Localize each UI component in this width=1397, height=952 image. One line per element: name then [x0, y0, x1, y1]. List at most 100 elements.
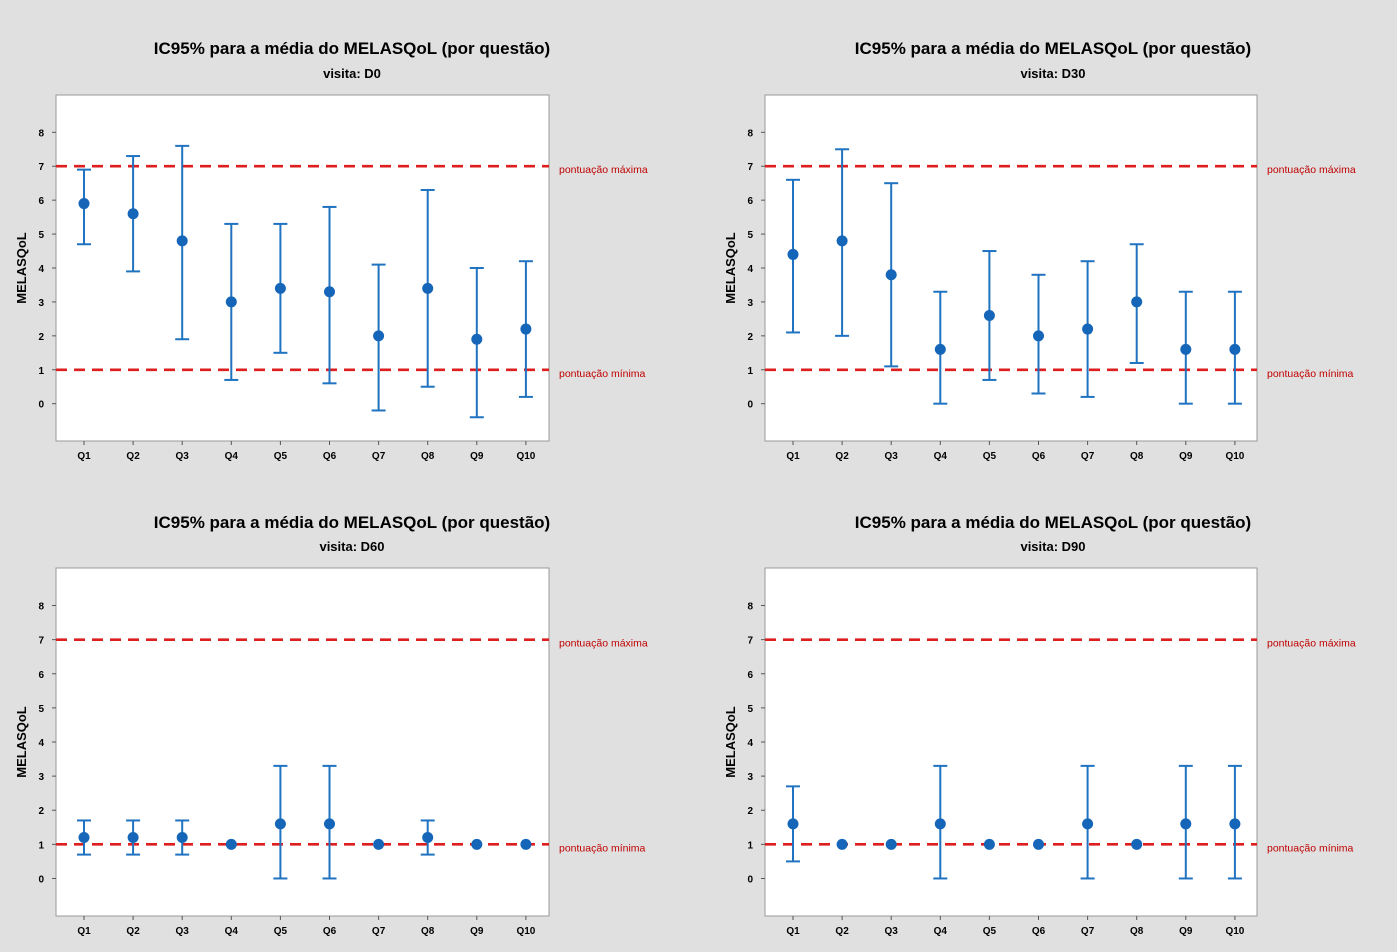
chart-title: IC95% para a média do MELASQoL (por ques…: [154, 513, 550, 532]
x-tick-label: Q4: [225, 926, 239, 937]
x-tick-label: Q3: [176, 926, 190, 937]
chart-subtitle: visita: D30: [1020, 66, 1085, 81]
x-tick-label: Q6: [323, 451, 337, 462]
y-tick-label: 2: [747, 806, 753, 817]
mean-point-Q4: [934, 343, 946, 355]
y-tick-label: 2: [747, 332, 753, 343]
y-tick-label: 3: [747, 298, 753, 309]
x-tick-label: Q4: [225, 451, 239, 462]
x-tick-label: Q7: [1081, 926, 1095, 937]
y-tick-label: 5: [38, 704, 44, 715]
mean-point-Q5: [274, 818, 286, 830]
reference-label-max: pontuação máxima: [1267, 164, 1356, 176]
x-tick-label: Q4: [934, 926, 948, 937]
reference-label-min: pontuação mínima: [1267, 368, 1354, 380]
x-tick-label: Q1: [77, 451, 91, 462]
y-tick-label: 8: [38, 602, 44, 613]
mean-point-Q7: [1082, 818, 1094, 830]
y-tick-label: 6: [38, 196, 44, 207]
mean-point-Q9: [471, 838, 483, 850]
x-tick-label: Q10: [1225, 451, 1244, 462]
y-tick-label: 7: [747, 162, 753, 173]
x-tick-label: Q5: [983, 451, 997, 462]
x-tick-label: Q8: [1130, 926, 1144, 937]
x-tick-label: Q10: [516, 926, 535, 937]
reference-label-max: pontuação máxima: [559, 164, 648, 176]
x-tick-label: Q9: [470, 451, 484, 462]
mean-point-Q7: [373, 838, 385, 850]
mean-point-Q10: [520, 323, 532, 335]
reference-label-min: pontuação mínima: [1267, 842, 1354, 854]
x-tick-label: Q3: [176, 451, 190, 462]
mean-point-Q8: [1131, 838, 1143, 850]
y-axis-label: MELASQoL: [14, 232, 29, 304]
x-tick-label: Q8: [1130, 451, 1144, 462]
mean-point-Q4: [225, 838, 237, 850]
y-axis-label: MELASQoL: [723, 232, 738, 304]
y-tick-label: 4: [38, 738, 44, 749]
mean-point-Q1: [787, 248, 799, 260]
x-tick-label: Q9: [470, 926, 484, 937]
y-tick-label: 3: [38, 298, 44, 309]
reference-label-min: pontuação mínima: [559, 368, 646, 380]
x-tick-label: Q3: [885, 926, 899, 937]
x-tick-label: Q6: [1032, 926, 1046, 937]
y-tick-label: 8: [38, 128, 44, 139]
x-tick-label: Q6: [1032, 451, 1046, 462]
x-tick-label: Q5: [983, 926, 997, 937]
y-tick-label: 8: [747, 602, 753, 613]
y-tick-label: 3: [747, 772, 753, 783]
x-tick-label: Q9: [1179, 451, 1193, 462]
mean-point-Q6: [324, 286, 335, 298]
x-tick-label: Q10: [1225, 926, 1244, 937]
y-tick-label: 0: [38, 874, 44, 885]
mean-point-Q3: [885, 838, 897, 850]
mean-point-Q8: [1131, 296, 1143, 308]
y-tick-label: 2: [38, 332, 44, 343]
x-tick-label: Q1: [786, 451, 800, 462]
mean-point-Q2: [127, 208, 139, 220]
mean-point-Q4: [934, 818, 946, 830]
y-tick-label: 7: [38, 636, 44, 647]
y-tick-label: 4: [747, 738, 753, 749]
chart-subtitle: visita: D90: [1020, 539, 1085, 554]
x-tick-label: Q4: [934, 451, 948, 462]
mean-point-Q10: [1229, 818, 1241, 830]
y-tick-label: 6: [747, 670, 753, 681]
y-tick-label: 7: [38, 162, 44, 173]
chart-panel-3: IC95% para a média do MELASQoL (por ques…: [14, 513, 648, 937]
y-tick-label: 7: [747, 636, 753, 647]
mean-point-Q3: [176, 832, 188, 844]
y-tick-label: 5: [747, 704, 753, 715]
mean-point-Q10: [1229, 343, 1241, 355]
y-tick-label: 1: [747, 366, 753, 377]
y-tick-label: 6: [38, 670, 44, 681]
reference-label-min: pontuação mínima: [559, 842, 646, 854]
x-tick-label: Q9: [1179, 926, 1193, 937]
mean-point-Q7: [1082, 323, 1094, 335]
y-tick-label: 1: [747, 840, 753, 851]
y-tick-label: 2: [38, 806, 44, 817]
chart-title: IC95% para a média do MELASQoL (por ques…: [855, 513, 1251, 532]
chart-title: IC95% para a média do MELASQoL (por ques…: [855, 39, 1251, 58]
mean-point-Q2: [836, 838, 848, 850]
x-tick-label: Q8: [421, 926, 435, 937]
x-tick-label: Q2: [126, 926, 140, 937]
mean-point-Q5: [983, 309, 995, 321]
x-tick-label: Q2: [835, 451, 849, 462]
y-tick-label: 0: [38, 400, 44, 411]
y-tick-label: 1: [38, 840, 44, 851]
x-tick-label: Q7: [1081, 451, 1095, 462]
y-tick-label: 0: [747, 400, 753, 411]
reference-label-max: pontuação máxima: [1267, 638, 1356, 650]
mean-point-Q2: [836, 235, 848, 247]
mean-point-Q2: [127, 832, 139, 844]
x-tick-label: Q6: [323, 926, 337, 937]
y-axis-label: MELASQoL: [723, 706, 738, 778]
x-tick-label: Q2: [835, 926, 849, 937]
mean-point-Q7: [373, 330, 385, 342]
y-tick-label: 0: [747, 874, 753, 885]
y-tick-label: 5: [747, 230, 753, 241]
